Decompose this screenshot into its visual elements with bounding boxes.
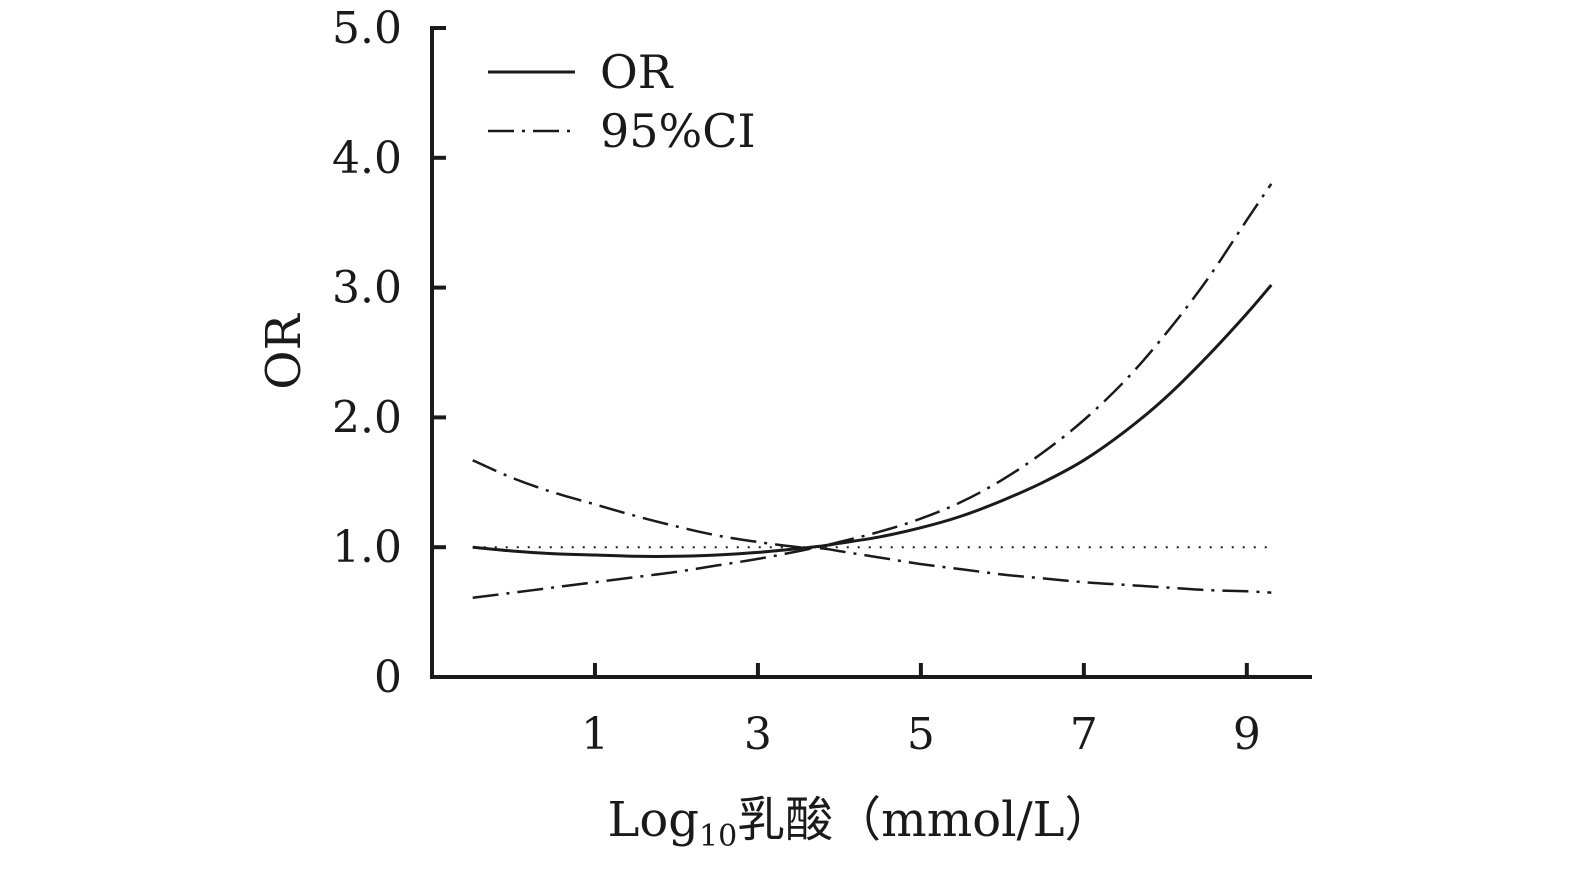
y-ticks: 0 1.0 2.0 3.0 4.0 5.0 — [332, 3, 446, 703]
or-curve — [472, 284, 1273, 558]
y-tick-label: 2.0 — [332, 392, 402, 443]
x-tick-label: 9 — [1233, 709, 1261, 760]
y-axis-title: OR — [256, 312, 312, 389]
x-tick-label: 3 — [744, 709, 772, 760]
y-tick-label: 4.0 — [332, 133, 402, 184]
x-axis-title-rest: 乳酸（mmol/L） — [737, 792, 1112, 848]
legend-label-ci: 95%CI — [600, 104, 756, 158]
x-axis-title-subscript: 10 — [699, 819, 737, 854]
y-tick-label: 0 — [374, 652, 402, 703]
x-ticks: 1 3 5 7 9 — [581, 663, 1261, 760]
series-layer — [472, 183, 1273, 600]
ci-lower-curve — [472, 459, 1272, 594]
y-tick-label: 3.0 — [332, 263, 402, 314]
x-axis-title: Log10乳酸（mmol/L） — [607, 792, 1112, 854]
x-tick-label: 7 — [1070, 709, 1098, 760]
x-tick-label: 1 — [581, 709, 609, 760]
x-tick-label: 5 — [907, 709, 935, 760]
axes-layer — [430, 26, 1312, 679]
legend-label-or: OR — [600, 45, 674, 99]
y-tick-label: 5.0 — [332, 3, 402, 54]
legend: OR 95%CI — [488, 45, 756, 158]
y-tick-label: 1.0 — [332, 522, 402, 573]
x-axis-title-main: Log — [607, 792, 699, 848]
ci-upper-curve — [472, 183, 1273, 600]
